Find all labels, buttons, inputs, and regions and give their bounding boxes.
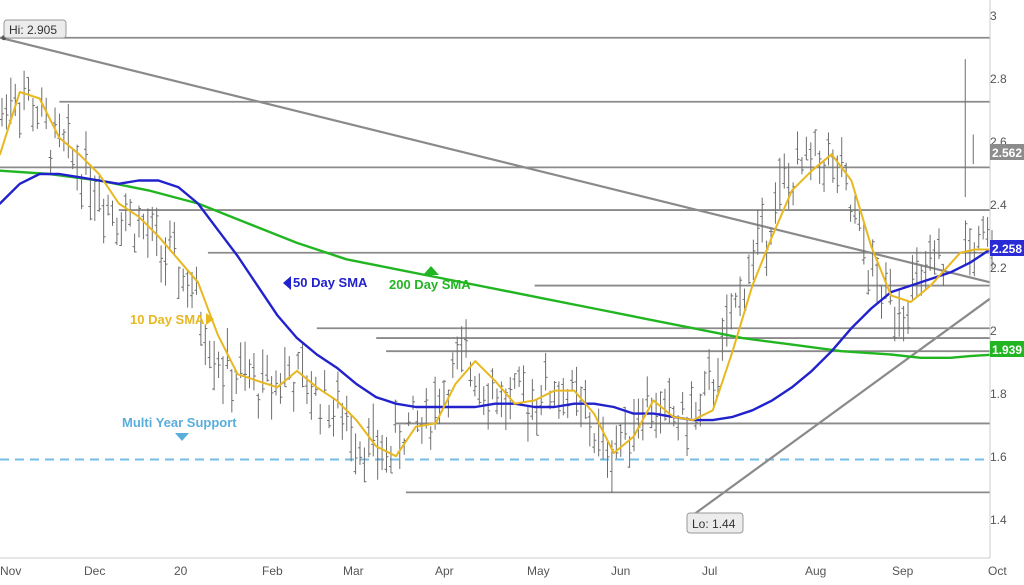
ann-multi-year-support: Multi Year Support — [122, 415, 237, 430]
y-tick-label: 3 — [990, 9, 997, 23]
series-line-200-day-sma — [0, 169, 992, 359]
y-tick-label: 1.8 — [990, 387, 1007, 401]
y-tick-label: 1.4 — [990, 513, 1007, 527]
price-flag-200sma — [990, 341, 1024, 357]
x-tick-label: Jun — [611, 564, 630, 578]
price-flag-last-text: 2.562 — [992, 146, 1022, 160]
series-line-50-day-sma — [0, 172, 992, 422]
x-tick-label: Apr — [435, 564, 454, 578]
up-arrow-icon — [423, 266, 439, 275]
price-flag-200sma-text: 1.939 — [992, 343, 1022, 357]
price-flags: 2.562 2.258 1.939 — [990, 144, 1024, 357]
hi-label-text: Hi: 2.905 — [9, 23, 57, 37]
y-axis-ticks: 3 2.8 2.6 2.4 2.2 2 1.8 1.6 1.4 — [990, 9, 1007, 527]
moving-average-layer — [0, 35, 992, 522]
axes-layer — [0, 0, 991, 559]
left-arrow-icon — [283, 276, 291, 290]
trendline — [687, 297, 991, 520]
lo-label: Lo: 1.44 — [686, 512, 744, 534]
ann-10-day-sma: 10 Day SMA — [130, 312, 205, 327]
hi-label: Hi: 2.905 — [3, 19, 67, 39]
ohlc-bars-layer — [0, 59, 994, 493]
x-tick-label: Feb — [262, 564, 283, 578]
x-tick-label: Dec — [84, 564, 105, 578]
right-arrow-icon — [206, 313, 214, 325]
x-tick-label: Nov — [0, 564, 21, 578]
price-flag-last — [990, 144, 1024, 160]
horizontal-levels-layer — [0, 36, 990, 494]
trendline — [0, 36, 991, 284]
y-tick-label: 2.2 — [990, 261, 1007, 275]
trendlines-layer — [0, 36, 991, 520]
y-tick-label: 1.6 — [990, 450, 1007, 464]
x-tick-label: 20 — [174, 564, 188, 578]
y-tick-label: 2 — [990, 324, 997, 338]
annotations-layer: 10 Day SMA 50 Day SMA 200 Day SMA Multi … — [122, 266, 471, 441]
series-line-10-day-sma — [0, 90, 991, 458]
ann-50-day-sma: 50 Day SMA — [293, 275, 368, 290]
x-axis-ticks: Nov Dec 20 Feb Mar Apr May Jun Jul Aug S… — [0, 564, 1007, 578]
price-flag-50sma-text: 2.258 — [992, 242, 1022, 256]
y-tick-label: 2.8 — [990, 72, 1007, 86]
down-arrow-icon — [175, 433, 189, 441]
x-tick-label: Sep — [892, 564, 914, 578]
y-tick-label: 2.4 — [990, 198, 1007, 212]
x-tick-label: Oct — [988, 564, 1007, 578]
x-tick-label: Jul — [702, 564, 717, 578]
x-tick-label: Aug — [805, 564, 826, 578]
x-tick-label: Mar — [343, 564, 364, 578]
x-tick-label: May — [527, 564, 550, 578]
lo-label-text: Lo: 1.44 — [692, 517, 736, 531]
ann-200-day-sma: 200 Day SMA — [389, 277, 471, 292]
price-flag-50sma — [990, 240, 1024, 256]
